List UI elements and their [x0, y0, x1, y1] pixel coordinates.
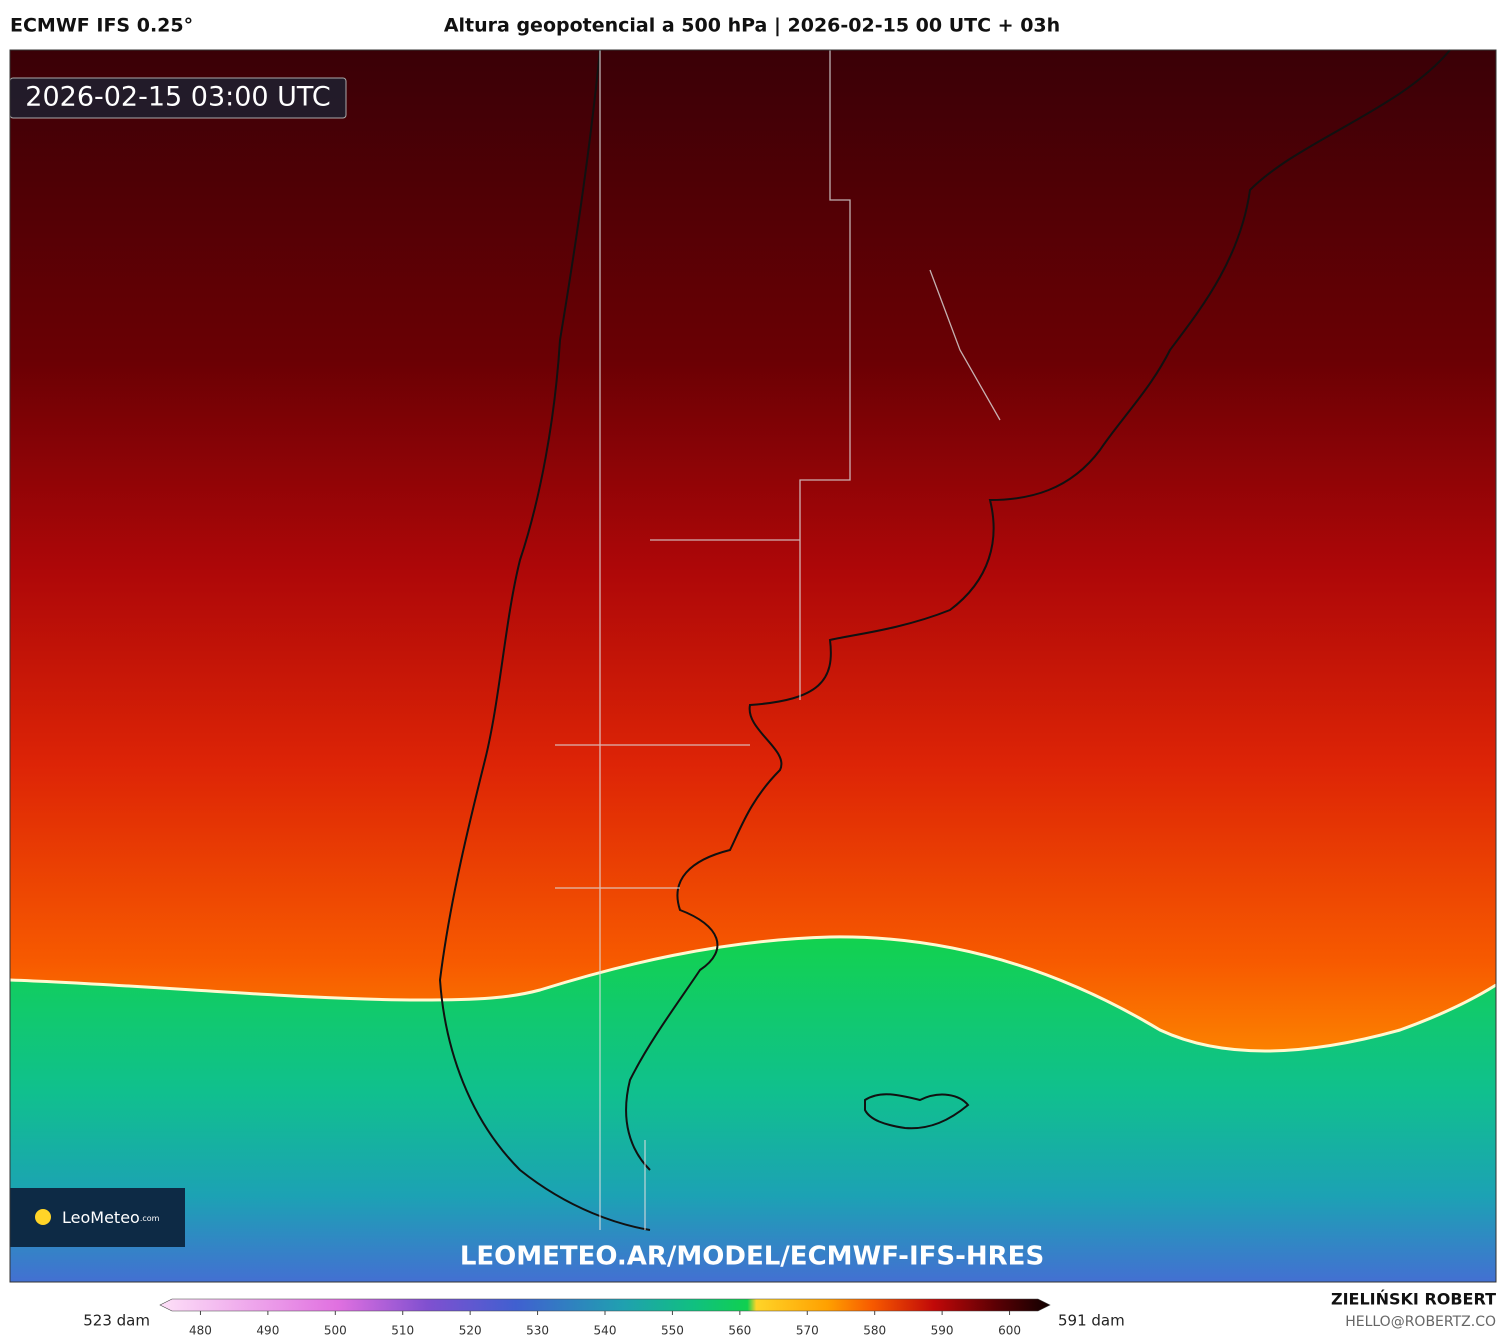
colorbar-tick-label: 570 [796, 1324, 819, 1338]
source-url: LEOMETEO.AR/MODEL/ECMWF-IFS-HRES [460, 1242, 1044, 1272]
colorbar-tick-label: 490 [256, 1324, 279, 1338]
islands [864, 1093, 970, 1130]
cool-field [10, 936, 1496, 1282]
colorbar-min-label: 523 dam [83, 1312, 150, 1330]
colorbar-tick-label: 540 [594, 1324, 617, 1338]
colorbar-tick-label: 520 [459, 1324, 482, 1338]
logo-name: LeoMeteo [62, 1208, 140, 1227]
colorbar-tick-label: 550 [661, 1324, 684, 1338]
borders [555, 50, 1001, 1230]
model-name: ECMWF IFS 0.25° [10, 15, 193, 37]
colorbar-tick-label: 590 [931, 1324, 954, 1338]
colorbar-tick-label: 500 [324, 1324, 347, 1338]
map-title: Altura geopotencial a 500 hPa | 2026-02-… [444, 15, 1060, 37]
colorbar-max-label: 591 dam [1058, 1312, 1125, 1330]
logo-text: LeoMeteo.com [62, 1208, 160, 1227]
email: HELLO@ROBERTZ.CO [1345, 1314, 1496, 1330]
author: ZIELIŃSKI ROBERT [1331, 1290, 1496, 1309]
logo-sun [35, 1209, 51, 1225]
colorbar-tick-label: 600 [998, 1324, 1021, 1338]
coastline-east [625, 49, 1451, 1171]
colorbar: 523 dam 591 dam 480 490 500 510 520 530 540 550… [83, 1298, 1125, 1338]
logo-suffix: .com [140, 1214, 160, 1223]
colorbar-tick-label: 480 [189, 1324, 212, 1338]
map-frame [9, 49, 1497, 1283]
colorbar-tick-label: 560 [728, 1324, 751, 1338]
colorbar-tick-label: 510 [391, 1324, 414, 1338]
colorbar-tick-label: 580 [863, 1324, 886, 1338]
map: 2026-02-15 03:00 UTC LeoMeteo.com LEOMET… [9, 49, 1497, 1283]
coastline-west [438, 49, 651, 1231]
colorbar-scale [159, 1298, 1051, 1312]
timestamp: 2026-02-15 03:00 UTC [25, 82, 330, 113]
contour-552 [9, 935, 1497, 1053]
colorbar-tick-label: 530 [526, 1324, 549, 1338]
